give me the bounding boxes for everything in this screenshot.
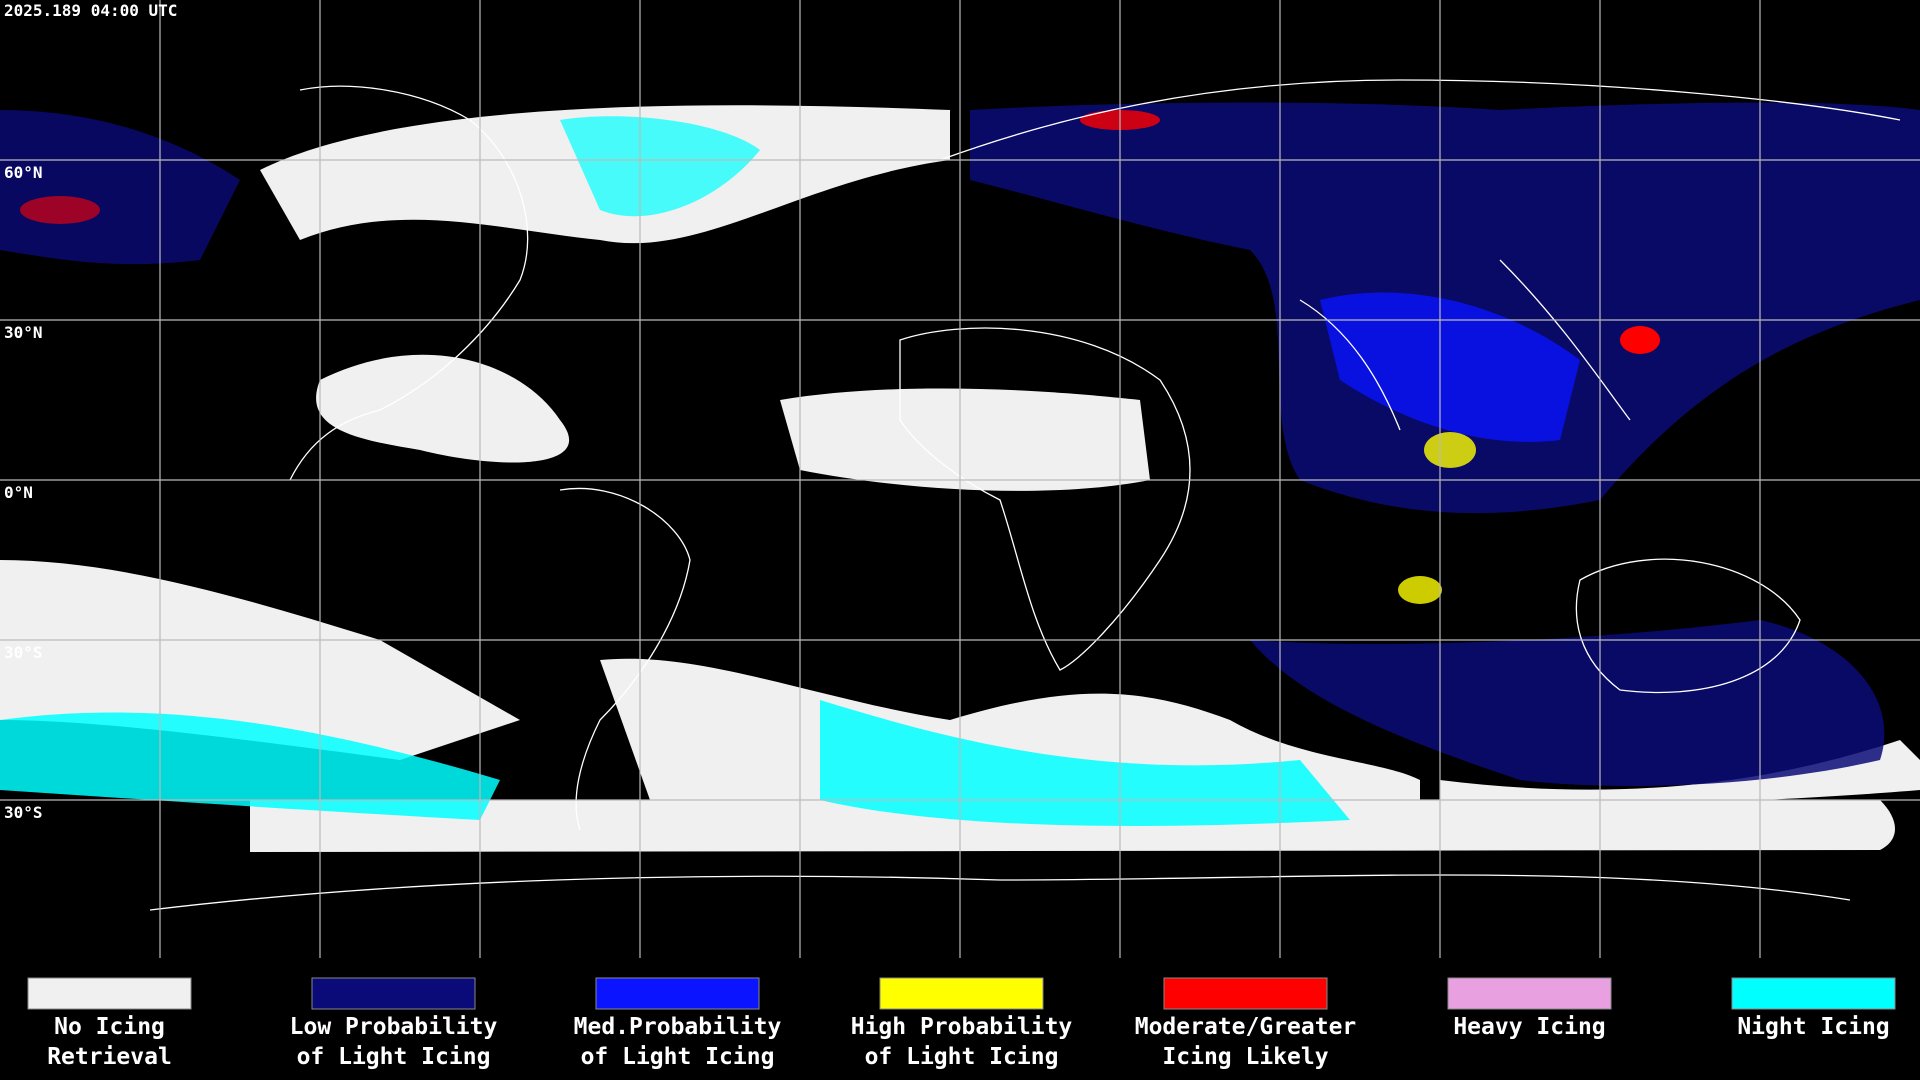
legend-label: Heavy Icing	[1453, 1014, 1605, 1040]
timestamp: 2025.189 04:00 UTC	[4, 1, 177, 20]
no-icing-area	[0, 560, 520, 760]
night-icing-area	[0, 712, 500, 820]
legend-label: of Light Icing	[581, 1044, 775, 1070]
legend-swatch	[595, 977, 760, 1010]
no-icing-area	[250, 800, 1895, 852]
legend-swatch	[27, 977, 192, 1010]
latitude-label: 30°S	[4, 803, 43, 822]
latitude-labels: 60°N 30°N 0°N 30°S 30°S	[4, 163, 43, 822]
no-icing-area	[600, 658, 1420, 800]
night-icing-area	[820, 700, 1350, 826]
coastline	[939, 79, 1901, 431]
high-icing-spot	[1424, 432, 1476, 468]
legend-swatch	[1163, 977, 1328, 1010]
legend-label: of Light Icing	[297, 1044, 491, 1070]
coastline	[149, 874, 1851, 911]
coastlines	[149, 79, 1901, 911]
no-icing-area	[1440, 740, 1920, 805]
legend-label: Retrieval	[47, 1044, 172, 1070]
legend-label: No Icing	[54, 1014, 165, 1040]
legend-label: Med.Probability	[574, 1014, 782, 1040]
legend-label: Night Icing	[1737, 1014, 1889, 1040]
legend: No Icing Retrieval Low Probability of Light…	[27, 977, 1896, 1070]
graticule	[0, 0, 1920, 958]
latitude-label: 30°S	[4, 643, 43, 662]
low-icing-area	[1250, 620, 1885, 786]
no-icing-area	[316, 354, 570, 463]
legend-swatch	[1731, 977, 1896, 1010]
legend-label: Low Probability	[290, 1014, 498, 1040]
legend-label: Moderate/Greater	[1135, 1014, 1357, 1040]
legend-label: High Probability	[851, 1014, 1073, 1040]
high-icing-spot	[1398, 576, 1442, 604]
latitude-label: 0°N	[4, 483, 33, 502]
night-icing-area	[560, 116, 760, 217]
legend-swatch	[879, 977, 1044, 1010]
moderate-icing-spot	[1620, 326, 1660, 354]
coastline	[559, 487, 691, 831]
no-icing-area	[780, 388, 1150, 491]
low-icing-area	[0, 110, 240, 265]
coastline	[289, 85, 529, 481]
legend-swatch	[1447, 977, 1612, 1010]
coastline	[899, 327, 1191, 671]
latitude-label: 30°N	[4, 323, 43, 342]
latitude-label: 60°N	[4, 163, 43, 182]
legend-swatch	[311, 977, 476, 1010]
med-icing-area	[1320, 292, 1580, 442]
cloud-field	[0, 102, 1920, 852]
legend-label: Icing Likely	[1162, 1044, 1328, 1070]
legend-label: of Light Icing	[865, 1044, 1059, 1070]
moderate-icing-spot	[20, 196, 100, 224]
